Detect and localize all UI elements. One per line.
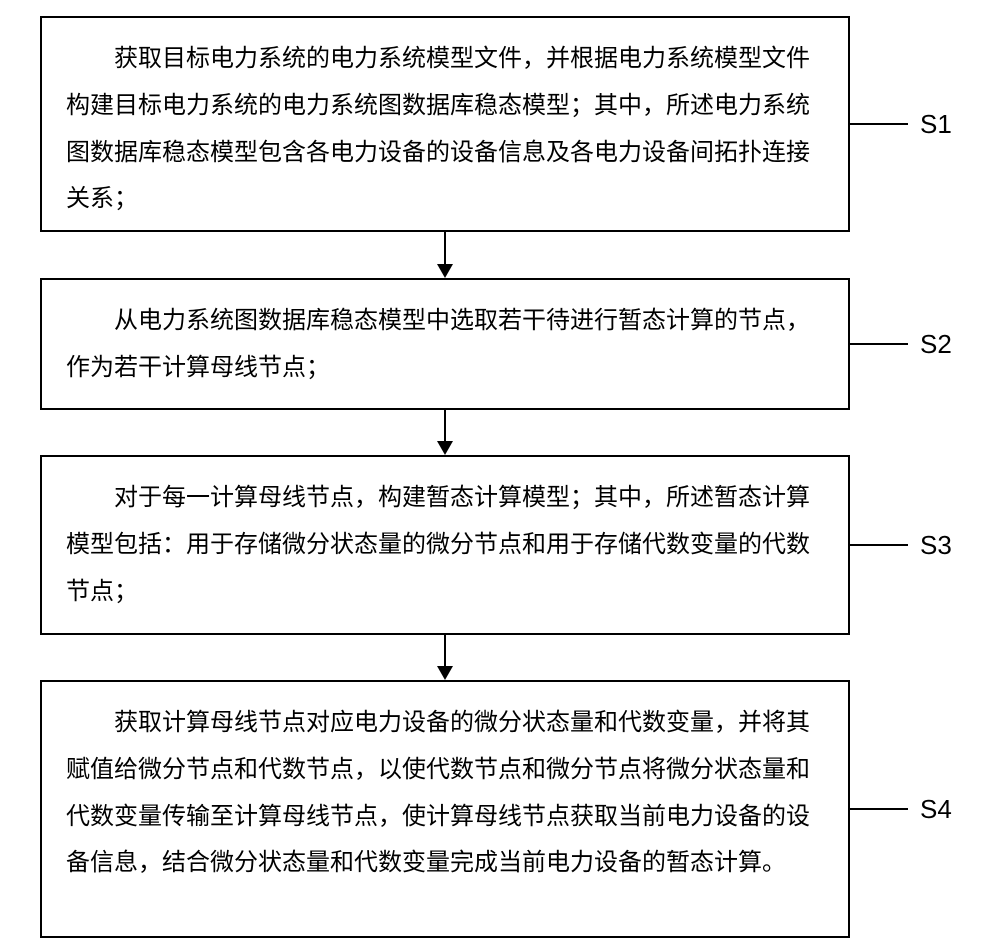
box-text: 对于每一计算母线节点，构建暂态计算模型；其中，所述暂态计算模型包括：用于存储微分… <box>66 485 810 605</box>
arrowhead-s2-s3 <box>437 441 453 455</box>
label-connector-s1 <box>850 123 908 125</box>
flowchart-box-s1: 获取目标电力系统的电力系统模型文件，并根据电力系统模型文件构建目标电力系统的电力… <box>40 16 850 232</box>
box-text: 从电力系统图数据库稳态模型中选取若干待进行暂态计算的节点，作为若干计算母线节点； <box>66 308 810 381</box>
label-connector-s4 <box>850 808 908 810</box>
step-label-s3: S3 <box>920 530 952 561</box>
box-text: 获取计算母线节点对应电力设备的微分状态量和代数变量，并将其赋值给微分节点和代数节… <box>66 710 810 876</box>
step-label-s4: S4 <box>920 794 952 825</box>
arrow-line-s2-s3 <box>444 410 446 443</box>
box-text: 获取目标电力系统的电力系统模型文件，并根据电力系统模型文件构建目标电力系统的电力… <box>66 46 810 212</box>
arrowhead-s1-s2 <box>437 264 453 278</box>
arrow-line-s1-s2 <box>444 232 446 266</box>
arrow-line-s3-s4 <box>444 635 446 668</box>
flowchart-box-s2: 从电力系统图数据库稳态模型中选取若干待进行暂态计算的节点，作为若干计算母线节点； <box>40 278 850 410</box>
flowchart-box-s3: 对于每一计算母线节点，构建暂态计算模型；其中，所述暂态计算模型包括：用于存储微分… <box>40 455 850 635</box>
step-label-s1: S1 <box>920 109 952 140</box>
step-label-s2: S2 <box>920 329 952 360</box>
arrowhead-s3-s4 <box>437 666 453 680</box>
label-connector-s3 <box>850 544 908 546</box>
flowchart-box-s4: 获取计算母线节点对应电力设备的微分状态量和代数变量，并将其赋值给微分节点和代数节… <box>40 680 850 938</box>
flowchart-container: 获取目标电力系统的电力系统模型文件，并根据电力系统模型文件构建目标电力系统的电力… <box>0 0 1000 945</box>
label-connector-s2 <box>850 343 908 345</box>
